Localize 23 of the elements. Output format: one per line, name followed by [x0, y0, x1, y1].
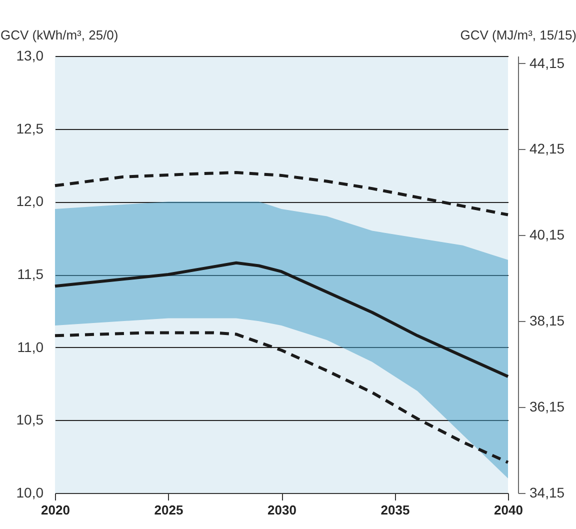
x-tick-label: 2020	[41, 502, 70, 518]
line-series	[54, 331, 510, 464]
y2-tick-label: 42,15	[530, 140, 565, 157]
y-tick-label: 11,0	[17, 338, 44, 355]
line-series	[54, 171, 510, 216]
y2-tick-label: 36,15	[530, 398, 565, 415]
y2-tick-label: 44,15	[530, 54, 565, 71]
y-tick-label: 12,5	[16, 120, 44, 136]
y-tick-label: 13,0	[16, 48, 44, 64]
y2-tick-label: 34,15	[530, 484, 565, 500]
y-tick-label: 10,5	[16, 412, 44, 428]
x-tick-label: 2035	[380, 502, 410, 518]
y2-tick-label: 40,15	[530, 226, 565, 243]
y-tick-label: 10,0	[16, 484, 44, 500]
x-tick-label: 2040	[494, 502, 523, 518]
x-tick-label: 2030	[268, 502, 296, 518]
x-tick-label: 2025	[154, 502, 184, 518]
y-tick-label: 12,0	[16, 193, 44, 210]
y-axis-title: GCV (kWh/m³, 25/0)	[0, 28, 118, 42]
y2-tick-label: 38,15	[530, 312, 565, 329]
y2-axis-title: GCV (MJ/m³, 15/15)	[460, 28, 576, 42]
y-tick-label: 11,5	[17, 266, 44, 282]
line-series	[54, 261, 510, 378]
